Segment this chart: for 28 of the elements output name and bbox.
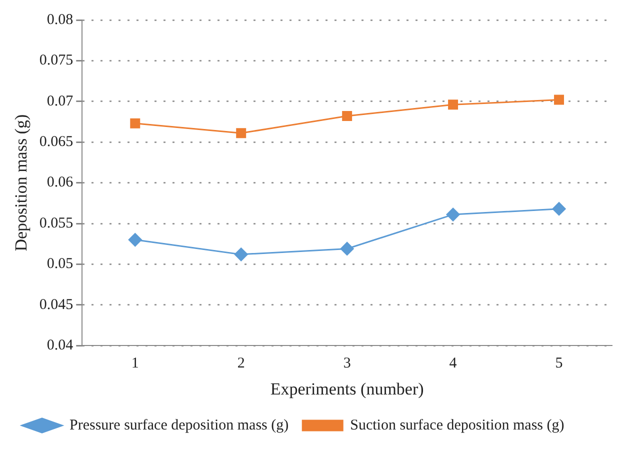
y-tick-label: 0.04 — [46, 338, 74, 354]
y-tick-label: 0.075 — [39, 52, 74, 69]
legend-label: Pressure surface deposition mass (g) — [70, 417, 289, 434]
y-tick-label: 0.07 — [46, 93, 74, 110]
y-tick-label: 0.055 — [39, 215, 74, 232]
y-tick-label: 0.08 — [46, 12, 74, 28]
point — [130, 118, 140, 128]
point — [234, 248, 248, 262]
y-tick-label: 0.065 — [39, 134, 74, 150]
x-tick-label: 5 — [555, 356, 563, 372]
point — [340, 242, 354, 256]
point — [446, 208, 460, 222]
point — [342, 111, 352, 122]
legend-label: Suction surface deposition mass (g) — [350, 417, 564, 434]
y-tick-label: 0.05 — [46, 256, 74, 272]
point — [128, 233, 142, 247]
y-tick-label: 0.045 — [39, 296, 74, 313]
x-tick-label: 4 — [449, 356, 458, 372]
point — [554, 94, 564, 105]
y-axis-title: Deposition mass (g) — [12, 114, 31, 252]
x-axis-title: Experiments (number) — [270, 379, 424, 398]
point — [552, 202, 566, 216]
point — [448, 100, 458, 110]
point — [236, 128, 246, 138]
x-tick-label: 1 — [131, 356, 139, 372]
x-tick-label: 3 — [343, 356, 351, 372]
y-tick-label: 0.06 — [46, 174, 74, 191]
x-tick-label: 2 — [237, 356, 245, 372]
